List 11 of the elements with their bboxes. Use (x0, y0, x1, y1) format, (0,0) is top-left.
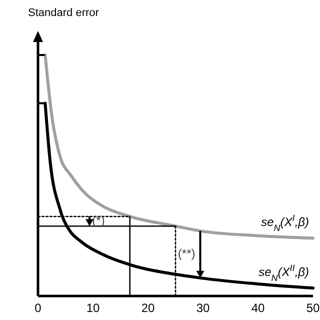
x-tick-label: 10 (86, 301, 100, 315)
x-tick-label: 30 (196, 301, 210, 315)
annotation: (**) (178, 246, 196, 261)
x-tick-label: 20 (141, 301, 155, 315)
series-label: se$_{N}$(X$^{II}$,β) (258, 263, 309, 284)
series-label: se$_{N}$(X$^{I}$,β) (261, 213, 309, 234)
x-tick-label: 0 (34, 301, 42, 315)
x-tick-label: 40 (251, 301, 265, 315)
x-tick-label: 50 (306, 301, 320, 315)
y-axis-title: Standard error (28, 7, 100, 19)
annotation: (*) (92, 213, 105, 228)
